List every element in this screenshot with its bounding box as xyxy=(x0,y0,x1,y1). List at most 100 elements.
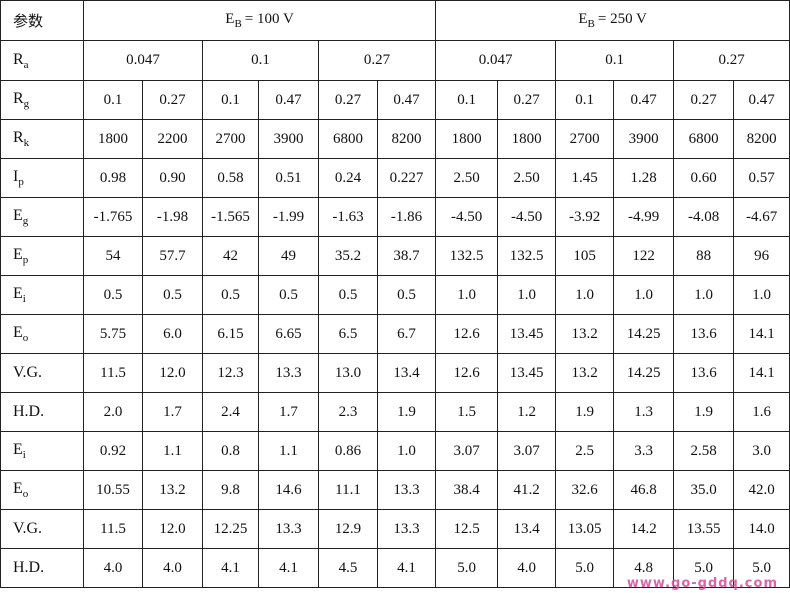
label-main: E xyxy=(225,11,235,27)
label-sub: o xyxy=(22,332,29,344)
cell: 0.1 xyxy=(555,40,675,81)
cell: 13.45 xyxy=(497,353,557,393)
row-label: H.D. xyxy=(0,548,84,588)
cell: 1.0 xyxy=(497,275,557,315)
cell: 6.5 xyxy=(318,314,378,354)
cell: 12.0 xyxy=(142,509,203,549)
label-main: R xyxy=(13,50,24,68)
cell: 2.3 xyxy=(318,392,378,432)
cell: 4.1 xyxy=(376,548,437,588)
cell: 13.05 xyxy=(555,509,615,549)
cell: 0.1 xyxy=(435,80,499,120)
row-label: Ei xyxy=(0,275,84,315)
label-main: E xyxy=(578,11,588,27)
cell: 0.1 xyxy=(202,80,259,120)
cell: 13.4 xyxy=(497,509,557,549)
cell: 13.45 xyxy=(497,314,557,354)
cell: -4.67 xyxy=(733,197,790,237)
cell: 0.1 xyxy=(83,80,143,120)
cell: 5.0 xyxy=(733,548,790,588)
cell: 0.27 xyxy=(673,80,735,120)
cell: 0.27 xyxy=(142,80,203,120)
cell: 105 xyxy=(555,236,615,276)
label-main: I xyxy=(13,168,19,185)
cell: 6.65 xyxy=(258,314,319,354)
cell: 122 xyxy=(613,236,675,276)
row-label: Eo xyxy=(0,314,84,354)
cell: 0.5 xyxy=(83,275,143,315)
label-sub: k xyxy=(23,137,30,149)
cell: 1800 xyxy=(83,119,143,159)
data-row: Ei 0.5 0.5 0.5 0.5 0.5 0.5 1.0 1.0 1.0 1.0 1.0 1.0 xyxy=(0,275,790,315)
cell: 35.0 xyxy=(673,470,735,510)
label-sub: g xyxy=(23,98,30,110)
label-main: H.D. xyxy=(13,559,45,576)
cell: 0.27 xyxy=(318,80,378,120)
cell: 12.5 xyxy=(435,509,499,549)
cell: 2.4 xyxy=(202,392,259,432)
cell: 2.0 xyxy=(83,392,143,432)
cell: 2700 xyxy=(202,119,259,159)
cell: 0.90 xyxy=(142,158,203,198)
cell: -1.765 xyxy=(83,197,143,237)
data-row: Eo 5.75 6.0 6.15 6.65 6.5 6.7 12.6 13.45 13.2 14.2… xyxy=(0,314,790,354)
cell: 5.0 xyxy=(673,548,735,588)
cell: 0.51 xyxy=(258,158,319,198)
cell: 0.92 xyxy=(83,431,143,471)
cell: 0.227 xyxy=(376,158,437,198)
cell: 2.5 xyxy=(555,431,615,471)
cell: 3.07 xyxy=(497,431,557,471)
cell: 1.2 xyxy=(497,392,557,432)
row-label: Rg xyxy=(0,80,84,120)
cell: 132.5 xyxy=(435,236,499,276)
cell: 13.6 xyxy=(673,314,735,354)
group-header: EB = 250 V xyxy=(435,0,790,41)
cell: 14.1 xyxy=(733,314,790,354)
row-label: Eg xyxy=(0,197,84,237)
cell: 13.3 xyxy=(258,509,319,549)
cell: 0.8 xyxy=(202,431,259,471)
cell: 13.2 xyxy=(555,314,615,354)
row-label: Ra xyxy=(0,40,84,81)
cell: 4.1 xyxy=(258,548,319,588)
cell: 14.1 xyxy=(733,353,790,393)
cell: 2200 xyxy=(142,119,203,159)
cell: 57.7 xyxy=(142,236,203,276)
cell: 1.0 xyxy=(435,275,499,315)
cell: 46.8 xyxy=(613,470,675,510)
cell: 0.27 xyxy=(497,80,557,120)
cell: 0.27 xyxy=(673,40,790,81)
cell: 41.2 xyxy=(497,470,557,510)
cell: 14.0 xyxy=(733,509,790,549)
cell: 6800 xyxy=(673,119,735,159)
group-header: EB = 100 V xyxy=(82,0,437,41)
row-label: H.D. xyxy=(0,392,84,432)
label-sub: o xyxy=(22,488,29,500)
data-row: V.G. 11.5 12.0 12.25 13.3 12.9 13.3 12.5 13.4 13.… xyxy=(0,509,790,549)
cell: 9.8 xyxy=(202,470,259,510)
cell: 5.0 xyxy=(435,548,499,588)
cell: 12.3 xyxy=(202,353,259,393)
cell: 4.5 xyxy=(318,548,378,588)
row-label: Eo xyxy=(0,470,84,510)
cell: 6.15 xyxy=(202,314,259,354)
cell: 2.58 xyxy=(673,431,735,471)
cell: 0.47 xyxy=(376,80,437,120)
cell: 13.3 xyxy=(376,509,437,549)
cell: 1.3 xyxy=(613,392,675,432)
label-sub: p xyxy=(18,176,24,188)
cell: 1.0 xyxy=(733,275,790,315)
cell: 6.7 xyxy=(376,314,437,354)
row-label: V.G. xyxy=(0,509,84,549)
cell: 1.7 xyxy=(142,392,203,432)
header-row: 参数 EB = 100 V EB = 250 V xyxy=(0,0,790,41)
row-label: Ip xyxy=(0,158,84,198)
cell: 0.57 xyxy=(733,158,790,198)
cell: 42.0 xyxy=(733,470,790,510)
label-rest: = 100 V xyxy=(244,11,294,27)
cell: 0.5 xyxy=(258,275,319,315)
data-row: H.D. 2.0 1.7 2.4 1.7 2.3 1.9 1.5 1.2 1.9 1.3 1.9 1.6 xyxy=(0,392,790,432)
label-rest: = 250 V xyxy=(597,11,647,27)
